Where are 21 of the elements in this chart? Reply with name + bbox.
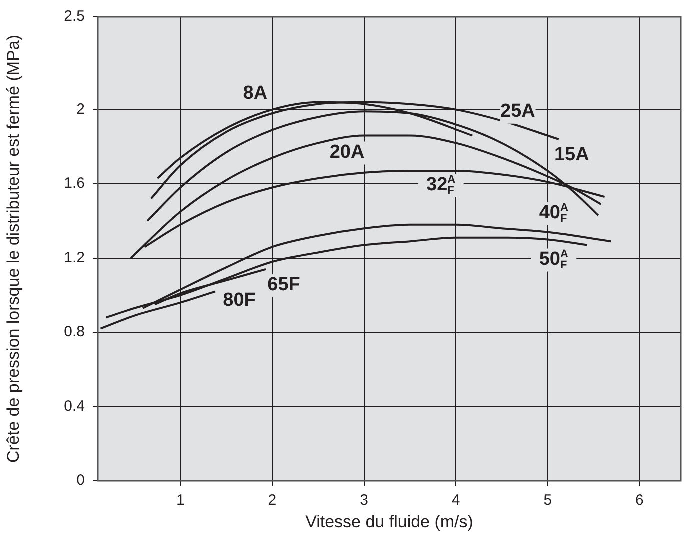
y-axis-title: Crête de pression lorsque le distributeur est fermé (MPa) [4, 34, 23, 464]
x-tick-label: 4 [452, 492, 460, 510]
series-label: 25A [500, 101, 536, 122]
y-tick-label: 2.5 [64, 8, 85, 26]
series-label: 80F [223, 290, 256, 311]
series-label: 20A [330, 142, 365, 164]
x-tick-label: 1 [176, 492, 185, 510]
x-axis-title: Vitesse du fluide (m/s) [306, 512, 474, 532]
x-tick-label: 3 [360, 492, 368, 510]
y-tick-label: 0 [76, 472, 85, 490]
x-tick-label: 6 [636, 492, 644, 510]
series-label: 15A [554, 144, 590, 166]
y-tick-label: 0.4 [64, 398, 85, 415]
y-tick-label: 0.8 [64, 324, 85, 341]
x-tick-label: 2 [268, 492, 277, 510]
y-tick-label: 2 [76, 100, 85, 118]
y-tick-label: 1.2 [64, 249, 85, 266]
x-tick-label: 5 [544, 492, 552, 510]
series-label: 65F [268, 274, 300, 296]
y-tick-label: 1.6 [64, 175, 85, 192]
series-label: 8A [243, 83, 268, 104]
